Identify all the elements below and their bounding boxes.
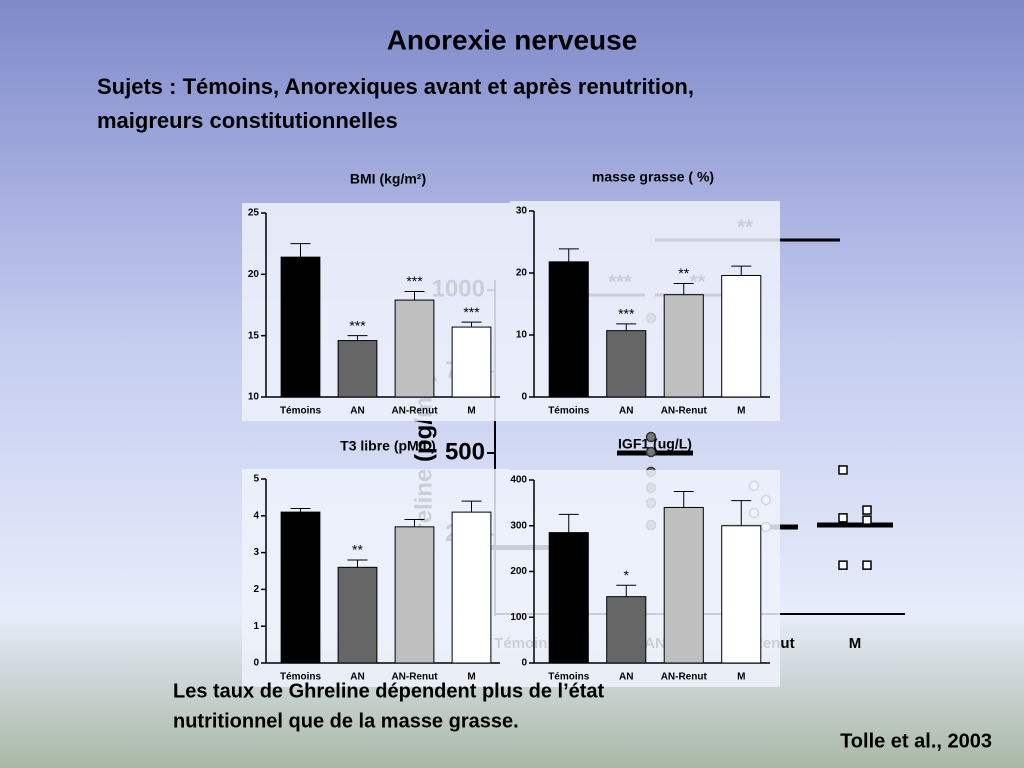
y-tick-label: 3 (253, 547, 259, 558)
significance: ** (678, 265, 689, 281)
bar (451, 511, 492, 664)
x-tick-label: Témoins (548, 406, 590, 417)
y-tick-label: 0 (521, 392, 527, 403)
x-tick-label: M (737, 672, 745, 683)
bar (280, 256, 321, 398)
point (838, 513, 848, 523)
x-tick-label: M (467, 406, 475, 417)
point (645, 431, 657, 443)
bar (606, 330, 647, 398)
bar-chart: T3 libre (pM/L) 0 1 2 3 4 5 Témoins AN ** AN-Renut… (242, 438, 510, 687)
x-tick-label: AN (350, 406, 364, 417)
y-tick-label: 15 (248, 330, 260, 341)
x-tick-label: M (849, 635, 862, 652)
y-tick-label: 30 (516, 206, 528, 217)
x-tick-label: AN-Renut (391, 672, 438, 683)
y-tick-label: 5 (253, 474, 259, 485)
bar (337, 340, 378, 398)
citation: Tolle et al., 2003 (840, 730, 992, 752)
bar-chart: masse grasse ( %) 0 10 20 30 Témoins AN *** AN-R… (510, 169, 780, 421)
bar (548, 261, 589, 398)
significance: *** (406, 273, 423, 289)
point (862, 515, 872, 525)
bar (451, 326, 492, 398)
point (838, 560, 848, 570)
y-tick-label: 200 (510, 566, 527, 577)
y-tick-label: 1 (253, 621, 259, 632)
bar (721, 274, 762, 398)
bar (721, 525, 762, 664)
slide-title: Anorexie nerveuse (387, 24, 638, 55)
y-tick-label: 0 (253, 658, 259, 669)
x-tick-label: AN (350, 672, 364, 683)
y-tick-label: 10 (516, 330, 528, 341)
significance: ** (352, 542, 363, 558)
x-tick-label: AN (619, 672, 633, 683)
significance: *** (463, 304, 480, 320)
chart-title: masse grasse ( %) (592, 169, 714, 185)
y-tick-label: 2 (253, 584, 259, 595)
x-tick-label: Témoins (548, 672, 590, 683)
bar (606, 596, 647, 664)
x-tick-label: Témoins (280, 406, 322, 417)
bar (394, 526, 435, 664)
y-tick-label: 0 (521, 658, 527, 669)
x-tick-label: AN (619, 406, 633, 417)
point (645, 446, 657, 458)
chart-title: T3 libre (pM/L) (340, 438, 436, 454)
y-tick-label: 10 (248, 392, 260, 403)
x-tick-label: AN-Renut (661, 406, 708, 417)
significance: *** (349, 317, 366, 333)
point (838, 465, 848, 475)
chart-title: IGF1 (ug/L) (618, 436, 692, 452)
point (862, 560, 872, 570)
significance: *** (618, 306, 635, 322)
x-tick-label: M (467, 672, 475, 683)
y-tick-label: 100 (510, 612, 527, 623)
x-tick-label: M (737, 406, 745, 417)
bar-chart: BMI (kg/m²) 10 15 20 25 Témoins AN *** AN-Renut *… (242, 171, 510, 421)
y-tick-label: 20 (248, 269, 260, 280)
bar (337, 566, 378, 664)
chart-title: BMI (kg/m²) (350, 171, 426, 187)
note: nutritionnel que de la masse grasse. (173, 710, 519, 732)
y-tick-label: 20 (516, 268, 528, 279)
subtitle: Sujets : Témoins, Anorexiques avant et a… (97, 74, 694, 99)
y-tick-label: 300 (510, 520, 527, 531)
bar (548, 532, 589, 664)
x-tick-label: Témoins (280, 672, 322, 683)
y-tick-label: 400 (510, 475, 527, 486)
y-tick-label: 500 (445, 438, 485, 465)
charts: 2505007501000Ghreline (pg/mL)TémoinsANAN… (242, 169, 905, 687)
x-tick-label: AN-Renut (391, 406, 438, 417)
y-tick-label: 4 (253, 510, 259, 521)
bar (280, 511, 321, 664)
x-tick-label: AN-Renut (661, 672, 708, 683)
significance: * (624, 567, 630, 583)
note: Les taux de Ghreline dépendent plus de l… (173, 680, 605, 702)
bar (663, 506, 704, 664)
y-tick-label: 25 (248, 208, 260, 219)
bar (663, 294, 704, 398)
bar-chart: IGF1 (ug/L) 0 100 200 300 400 Témoins AN * AN-Ren… (510, 436, 780, 687)
bar (394, 299, 435, 398)
subtitle: maigreurs constitutionnelles (97, 108, 398, 133)
point (862, 505, 872, 515)
